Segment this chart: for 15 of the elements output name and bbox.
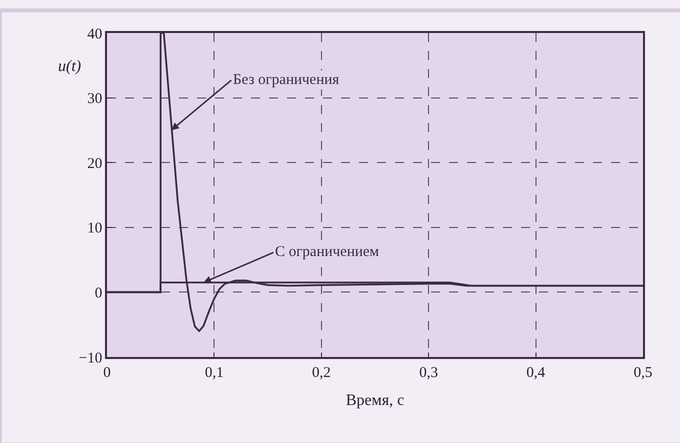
y-tick-label: 20 bbox=[87, 156, 102, 172]
x-tick-label: 0,5 bbox=[634, 364, 652, 381]
y-axis-title: u(t) bbox=[58, 58, 82, 75]
y-tick-label: 0 bbox=[94, 285, 102, 302]
x-tick-label: 0,3 bbox=[419, 364, 438, 381]
annotation: Без ограничения bbox=[233, 72, 340, 88]
x-tick-label: 0,2 bbox=[312, 364, 331, 381]
y-tick-label: 40 bbox=[87, 26, 102, 42]
y-tick-label: −10 bbox=[78, 350, 102, 366]
annotation: С ограничением bbox=[275, 244, 380, 260]
y-tick-label: 10 bbox=[87, 220, 102, 237]
y-tick-label: 30 bbox=[87, 91, 102, 108]
x-axis-title: Время, с bbox=[346, 392, 404, 409]
x-tick-label: 0,4 bbox=[526, 364, 546, 381]
x-tick-label: 0,1 bbox=[204, 364, 224, 381]
